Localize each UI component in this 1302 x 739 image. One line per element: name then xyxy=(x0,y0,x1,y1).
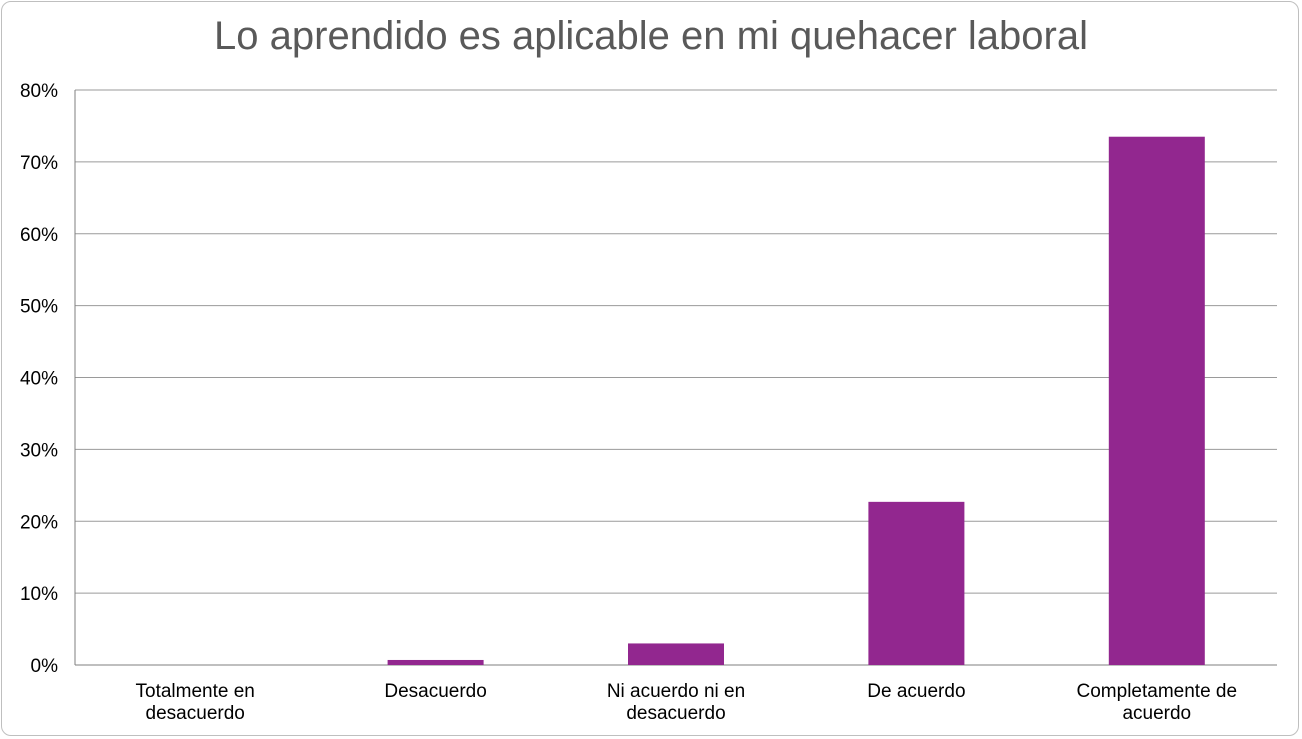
y-tick-label: 10% xyxy=(20,584,58,605)
y-tick-label: 0% xyxy=(31,656,59,677)
gridlines xyxy=(74,89,1277,666)
y-tick-label: 50% xyxy=(20,297,58,318)
x-axis-labels: Totalmente en desacuerdo Desacuerdo Ni acue… xyxy=(136,681,1238,724)
x-category-label: Totalmente en desacuerdo xyxy=(136,681,255,724)
x-category-label: Ni acuerdo ni en desacuerdo xyxy=(607,681,745,724)
y-tick-label: 30% xyxy=(20,440,58,461)
bar xyxy=(1108,136,1205,665)
y-tick-label: 80% xyxy=(20,81,58,102)
bars xyxy=(387,136,1205,665)
bar xyxy=(868,501,965,665)
bar xyxy=(628,643,724,665)
y-tick-label: 20% xyxy=(20,512,58,533)
y-tick-label: 70% xyxy=(20,153,58,174)
x-category-label: De acuerdo xyxy=(867,681,965,702)
x-category-label: Completamente de acuerdo xyxy=(1077,681,1238,724)
x-category-label: Desacuerdo xyxy=(384,681,486,702)
y-axis-ticks: 0% 10% 20% 30% 40% 50% 60% 70% 80% xyxy=(20,81,58,677)
y-tick-label: 60% xyxy=(20,225,58,246)
chart-title: Lo aprendido es aplicable en mi quehacer… xyxy=(214,14,1088,58)
bar xyxy=(387,659,484,665)
y-tick-label: 40% xyxy=(20,369,58,390)
